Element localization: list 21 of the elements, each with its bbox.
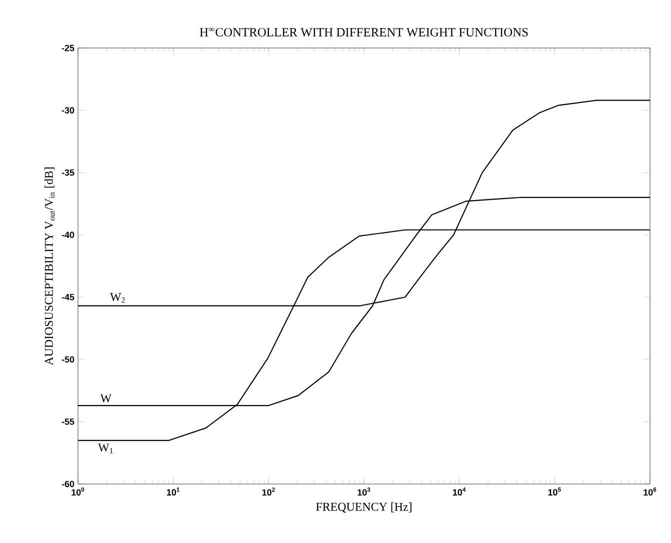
y-axis-title: AUDIOSUSCEPTIBILITY V$_{out}$/V$_{in}$ [dB] [44, 168, 55, 366]
y-tick-label: -35 [62, 169, 74, 176]
series-label: W$_{2}$ [110, 293, 125, 303]
y-tick-label: -55 [62, 418, 74, 425]
series-label: W$_{1}$ [98, 444, 113, 454]
x-tick-label: 10$^{5}$ [548, 488, 561, 496]
y-tick-label: -60 [62, 480, 74, 488]
x-tick-label: 10$^{3}$ [358, 488, 370, 496]
x-tick-label: 10$^{1}$ [167, 488, 180, 496]
x-tick-label: 10$^{4}$ [453, 488, 466, 496]
y-tick-label: -25 [62, 44, 74, 52]
chart-title: H$^{∞}$CONTROLLER WITH DIFFERENT WEIGHT FUNCTIONS [200, 28, 528, 37]
y-tick-label: -30 [62, 107, 74, 114]
x-tick-label: 10$^{2}$ [262, 488, 275, 496]
x-tick-label: 10$^{0}$ [72, 488, 84, 496]
y-tick-label: -50 [62, 356, 74, 363]
x-tick-label: 10$^{6}$ [644, 488, 656, 496]
series-label: W [100, 394, 112, 402]
y-tick-label: -45 [62, 294, 74, 300]
y-tick-label: -40 [62, 232, 74, 238]
x-axis-title: FREQUENCY [Hz] [316, 502, 412, 513]
